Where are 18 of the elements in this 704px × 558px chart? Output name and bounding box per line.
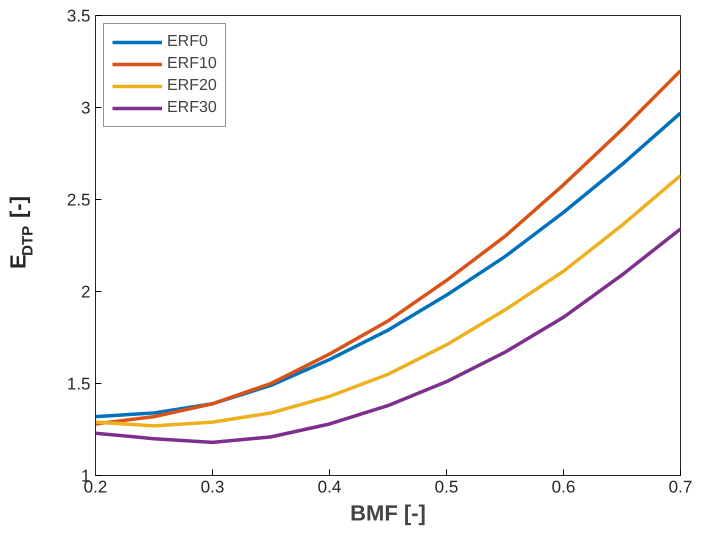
- line-series: [96, 227, 680, 444]
- x-tick-label: 0.4: [318, 478, 342, 496]
- legend-label: ERF10: [167, 55, 217, 73]
- legend-label: ERF20: [167, 77, 217, 95]
- y-tick-label: 1.5: [66, 374, 91, 394]
- line-series: [96, 174, 680, 428]
- legend-label: ERF0: [167, 33, 208, 51]
- y-tick-label: 2.5: [66, 190, 91, 210]
- x-tick-label: 0.3: [200, 478, 224, 496]
- x-axis-title: BMF [-]: [350, 500, 426, 526]
- y-tick-label: 2: [81, 282, 91, 302]
- y-axis-title: EDTP [-]: [6, 196, 36, 269]
- legend-label: ERF30: [167, 99, 217, 117]
- y-tick-label: 3: [81, 98, 91, 118]
- x-tick-label: 0.7: [668, 478, 692, 496]
- x-tick-label: 0.5: [434, 478, 458, 496]
- x-tick-label: 0.6: [552, 478, 576, 496]
- y-tick-label: 3.5: [66, 6, 91, 26]
